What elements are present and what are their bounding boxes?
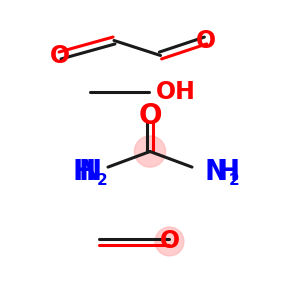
Text: 2: 2: [97, 173, 107, 188]
Text: H: H: [216, 158, 239, 186]
Text: O: O: [195, 28, 216, 52]
Text: H: H: [73, 158, 96, 186]
Text: N: N: [79, 158, 102, 186]
Text: O: O: [50, 44, 70, 68]
Text: O: O: [159, 230, 180, 254]
Text: OH: OH: [156, 80, 196, 103]
Circle shape: [155, 227, 184, 256]
Text: 2: 2: [229, 173, 240, 188]
Circle shape: [134, 136, 166, 167]
Text: O: O: [138, 102, 162, 130]
Text: N: N: [204, 158, 227, 186]
